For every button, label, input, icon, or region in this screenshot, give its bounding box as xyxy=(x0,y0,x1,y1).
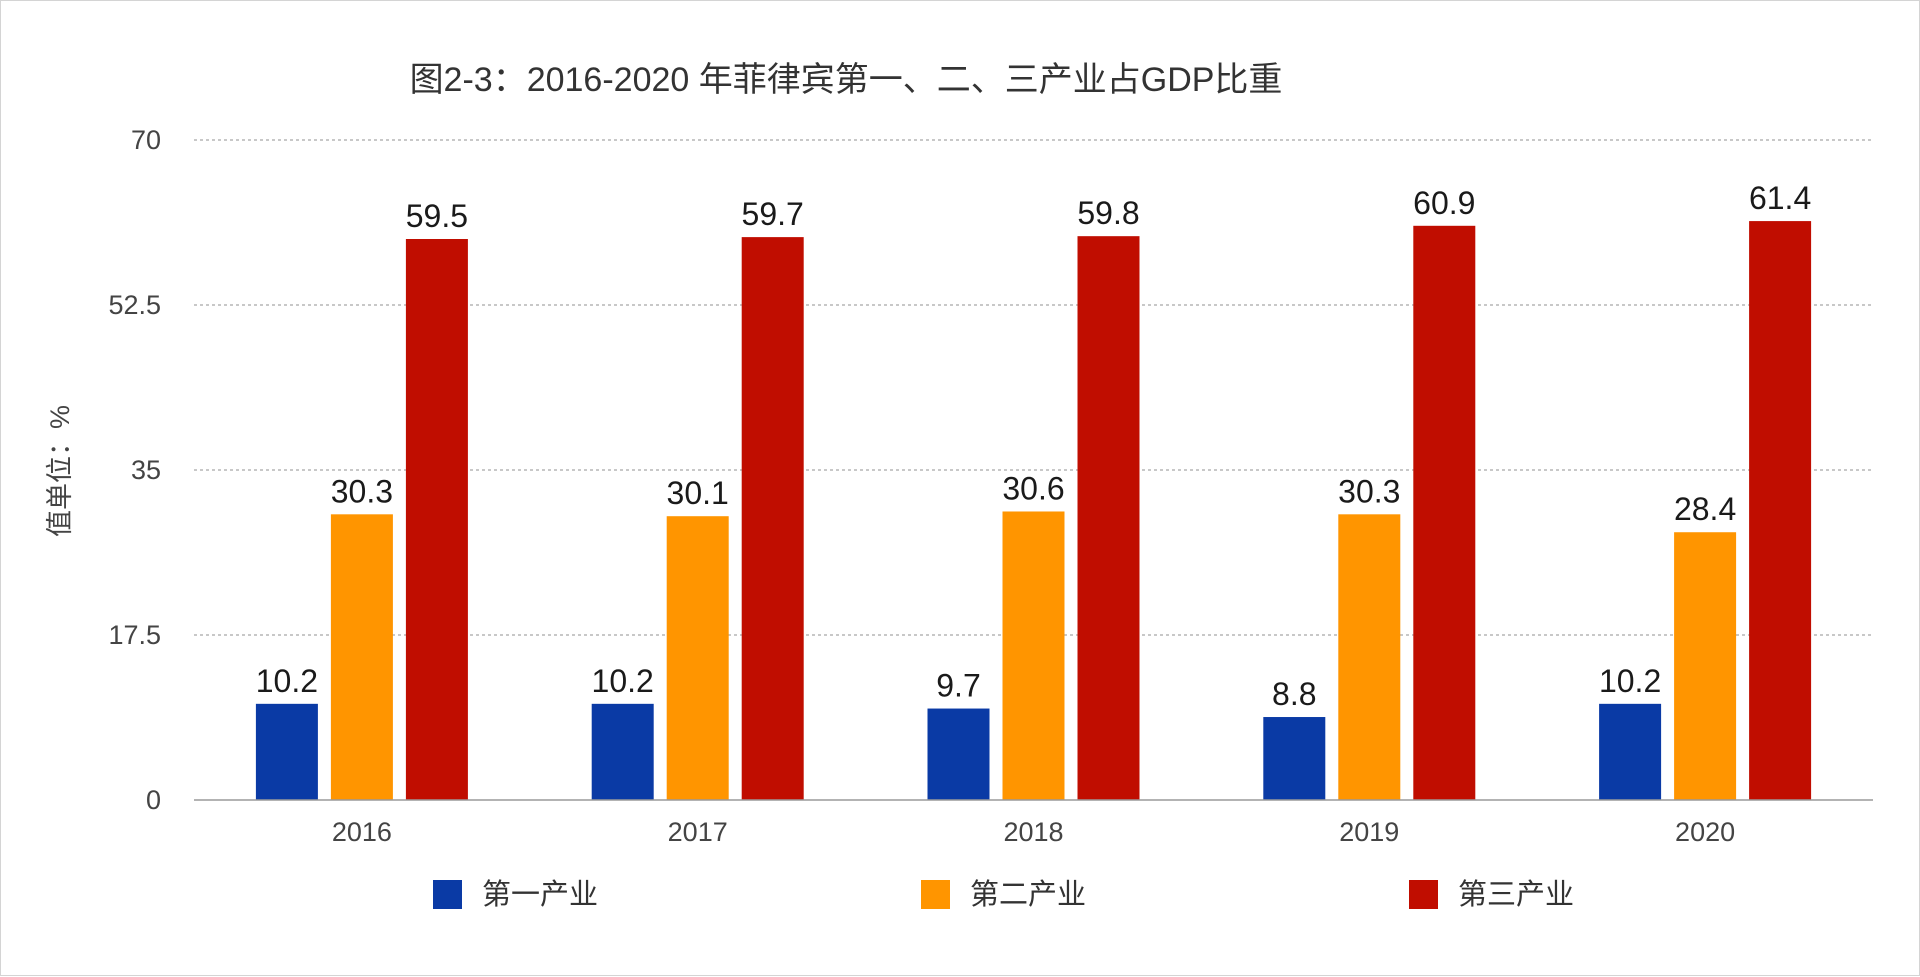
x-tick-label: 2018 xyxy=(1003,817,1063,847)
legend: 第一产业 第二产业 第三产业 xyxy=(433,878,1574,911)
bar-2016-series-3 xyxy=(405,239,468,800)
data-label: 59.5 xyxy=(406,198,468,234)
y-axis-ticks: 0 17.5 35 52.5 70 xyxy=(108,125,161,815)
y-tick-label: 0 xyxy=(146,785,161,815)
legend-swatch xyxy=(1409,880,1438,909)
data-label: 30.1 xyxy=(667,475,729,511)
x-tick-label: 2020 xyxy=(1675,817,1735,847)
bar-2018-series-2 xyxy=(1002,511,1065,800)
data-label: 9.7 xyxy=(936,668,980,704)
data-label: 61.4 xyxy=(1749,180,1811,216)
bar-2017-series-1 xyxy=(591,703,654,800)
y-tick-label: 52.5 xyxy=(108,290,161,320)
data-label: 28.4 xyxy=(1674,491,1736,527)
legend-label: 第二产业 xyxy=(970,878,1086,911)
data-label: 10.2 xyxy=(592,663,654,699)
bar-2020-series-1 xyxy=(1599,703,1662,800)
bar-2017-series-3 xyxy=(741,237,804,801)
bar-2016-series-1 xyxy=(255,703,318,800)
data-labels: 10.2 30.3 59.5 10.2 30.1 59.7 9.7 30.6 59.8 8.8 30… xyxy=(256,180,1811,712)
data-label: 30.6 xyxy=(1002,470,1064,506)
y-axis-label: 值单位：% xyxy=(45,405,75,537)
y-tick-label: 17.5 xyxy=(108,620,161,650)
x-axis-ticks: 2016 2017 2018 2019 2020 xyxy=(332,817,1735,847)
bar-2018-series-1 xyxy=(927,708,990,800)
data-label: 59.7 xyxy=(742,196,804,232)
y-tick-label: 70 xyxy=(131,125,161,155)
legend-label: 第一产业 xyxy=(482,878,598,911)
data-label: 60.9 xyxy=(1413,185,1475,221)
gridlines xyxy=(194,139,1873,636)
bar-2016-series-2 xyxy=(330,514,393,800)
bars xyxy=(255,221,1812,801)
legend-swatch xyxy=(921,880,950,909)
bar-2017-series-2 xyxy=(666,516,729,800)
x-tick-label: 2016 xyxy=(332,817,392,847)
data-label: 10.2 xyxy=(256,663,318,699)
x-tick-label: 2019 xyxy=(1339,817,1399,847)
data-label: 30.3 xyxy=(1338,473,1400,509)
legend-label: 第三产业 xyxy=(1458,878,1574,911)
x-tick-label: 2017 xyxy=(668,817,728,847)
data-label: 10.2 xyxy=(1599,663,1661,699)
legend-swatch xyxy=(433,880,462,909)
bar-2020-series-2 xyxy=(1674,532,1737,800)
data-label: 30.3 xyxy=(331,473,393,509)
data-label: 59.8 xyxy=(1077,195,1139,231)
bar-2020-series-3 xyxy=(1749,221,1812,801)
bar-2018-series-3 xyxy=(1077,236,1140,800)
bar-2019-series-1 xyxy=(1263,717,1326,800)
bar-2019-series-3 xyxy=(1413,225,1476,801)
y-tick-label: 35 xyxy=(131,455,161,485)
data-label: 8.8 xyxy=(1272,676,1316,712)
bar-2019-series-2 xyxy=(1338,514,1401,800)
chart-title: 图2-3：2016-2020 年菲律宾第一、二、三产业占GDP比重 xyxy=(410,61,1283,99)
